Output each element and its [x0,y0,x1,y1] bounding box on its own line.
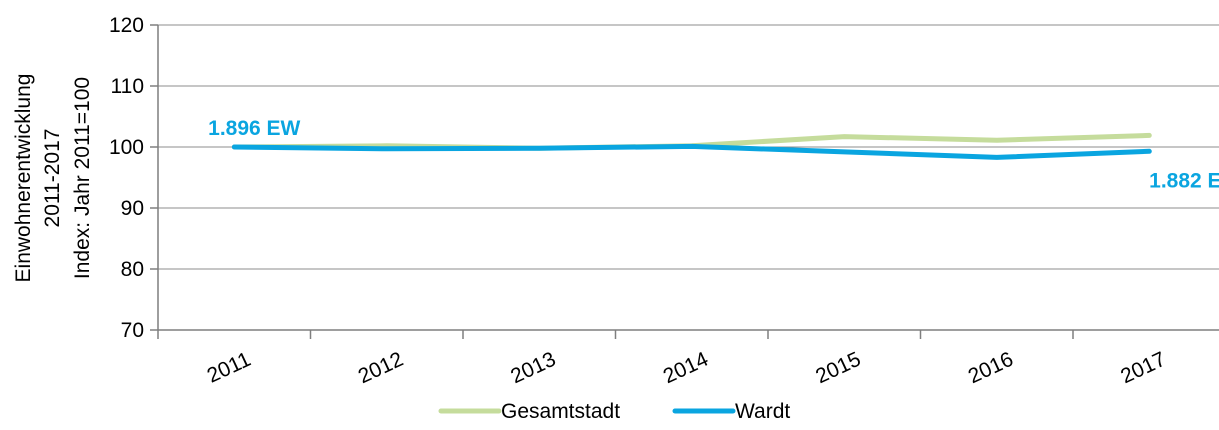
y-tick-labels: 70 80 90 100 110 120 [109,14,144,342]
y-tick-label: 90 [121,197,144,220]
x-tick-label: 2013 [507,348,559,389]
y-tick-label: 120 [109,14,144,37]
x-tick-label: 2015 [812,348,864,389]
legend-item: Wardt [735,400,790,423]
x-tick-label: 2012 [355,348,407,389]
legend-item: Gesamtstadt [501,400,620,423]
x-tick-label: 2011 [204,348,255,388]
y-tick-label: 80 [121,258,144,281]
series-line-wardt [231,143,1152,160]
legend: Gesamtstadt Wardt [438,400,790,423]
y-tick-label: 70 [121,319,144,342]
y-tick-label: 110 [111,75,144,98]
y-tick-label: 100 [109,136,144,159]
data-annotations: 1.896 EW 1.882 EW [208,117,1219,192]
y-axis-label: Einwohnerentwicklung 2011-2017 Index: Jahr… [12,74,94,283]
x-tick-label: 2017 [1117,348,1169,389]
axes [157,25,1219,331]
y-axis-label-line: 2011-2017 [41,129,64,228]
x-tick-label: 2016 [965,348,1017,389]
data-label: 1.896 EW [208,117,300,140]
gridlines [150,24,1219,339]
data-label: 1.882 EW [1149,169,1219,192]
y-axis-label-line: Einwohnerentwicklung [12,74,35,283]
x-tick-labels: 2011 2012 2013 2014 2015 2016 2017 [204,348,1170,389]
y-axis-label-line: Index: Jahr 2011=100 [71,77,94,279]
series-lines [231,132,1152,160]
x-tick-label: 2014 [660,348,712,389]
